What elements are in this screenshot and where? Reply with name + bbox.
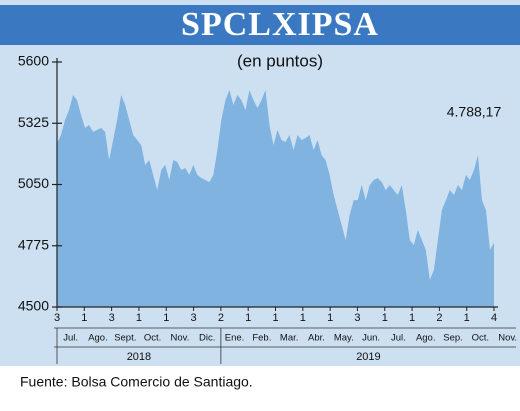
x-month-label: Ago. bbox=[88, 333, 108, 344]
y-tick-label: 5325 bbox=[18, 114, 49, 130]
x-day-label: 1 bbox=[245, 312, 251, 324]
x-year-label: 2018 bbox=[127, 351, 151, 363]
y-tick-label: 5050 bbox=[18, 175, 49, 191]
y-tick-label: 5600 bbox=[18, 53, 49, 69]
y-tick-label: 4775 bbox=[18, 236, 49, 252]
x-day-label: 1 bbox=[163, 312, 169, 324]
x-month-label: Jun. bbox=[362, 333, 380, 344]
x-day-label: 1 bbox=[382, 312, 388, 324]
x-month-label: Sept. bbox=[114, 333, 136, 344]
x-month-label: Nov. bbox=[498, 333, 517, 344]
x-day-label: 3 bbox=[191, 312, 197, 324]
x-month-label: Ago. bbox=[416, 333, 436, 344]
x-month-label: Jul. bbox=[63, 333, 78, 344]
x-day-label: 1 bbox=[272, 312, 278, 324]
x-day-label: 2 bbox=[218, 312, 224, 324]
x-month-label: Jul. bbox=[391, 333, 406, 344]
x-day-label: 1 bbox=[300, 312, 306, 324]
x-month-label: Feb. bbox=[252, 333, 271, 344]
x-day-label: 4 bbox=[491, 312, 497, 324]
y-tick-label: 4500 bbox=[18, 298, 49, 314]
x-month-label: Abr. bbox=[308, 333, 325, 344]
area bbox=[57, 90, 494, 308]
x-day-label: 1 bbox=[409, 312, 415, 324]
x-month-label: Nov. bbox=[170, 333, 189, 344]
x-day-label: 3 bbox=[354, 312, 360, 324]
x-month-label: Sep. bbox=[443, 333, 463, 344]
x-day-label: 1 bbox=[464, 312, 470, 324]
x-month-label: Mar. bbox=[280, 333, 298, 344]
x-day-label: 3 bbox=[109, 312, 115, 324]
chart-subtitle: (en puntos) bbox=[237, 51, 323, 70]
x-year-label: 2019 bbox=[356, 351, 380, 363]
x-day-label: 1 bbox=[81, 312, 87, 324]
chart-title: SPCLXIPSA bbox=[181, 6, 379, 43]
x-day-label: 1 bbox=[136, 312, 142, 324]
x-month-label: Dic. bbox=[199, 333, 215, 344]
x-day-label: 3 bbox=[54, 312, 60, 324]
x-month-label: May. bbox=[334, 333, 354, 344]
x-day-label: 2 bbox=[436, 312, 442, 324]
x-day-label: 1 bbox=[327, 312, 333, 324]
x-month-label: Ene. bbox=[225, 333, 245, 344]
annotation: 4.788,17 bbox=[447, 104, 502, 120]
x-month-label: Oct. bbox=[472, 333, 489, 344]
source-note: Fuente: Bolsa Comercio de Santiago. bbox=[20, 374, 253, 390]
title-band bbox=[0, 5, 520, 45]
x-month-label: Oct. bbox=[144, 333, 161, 344]
